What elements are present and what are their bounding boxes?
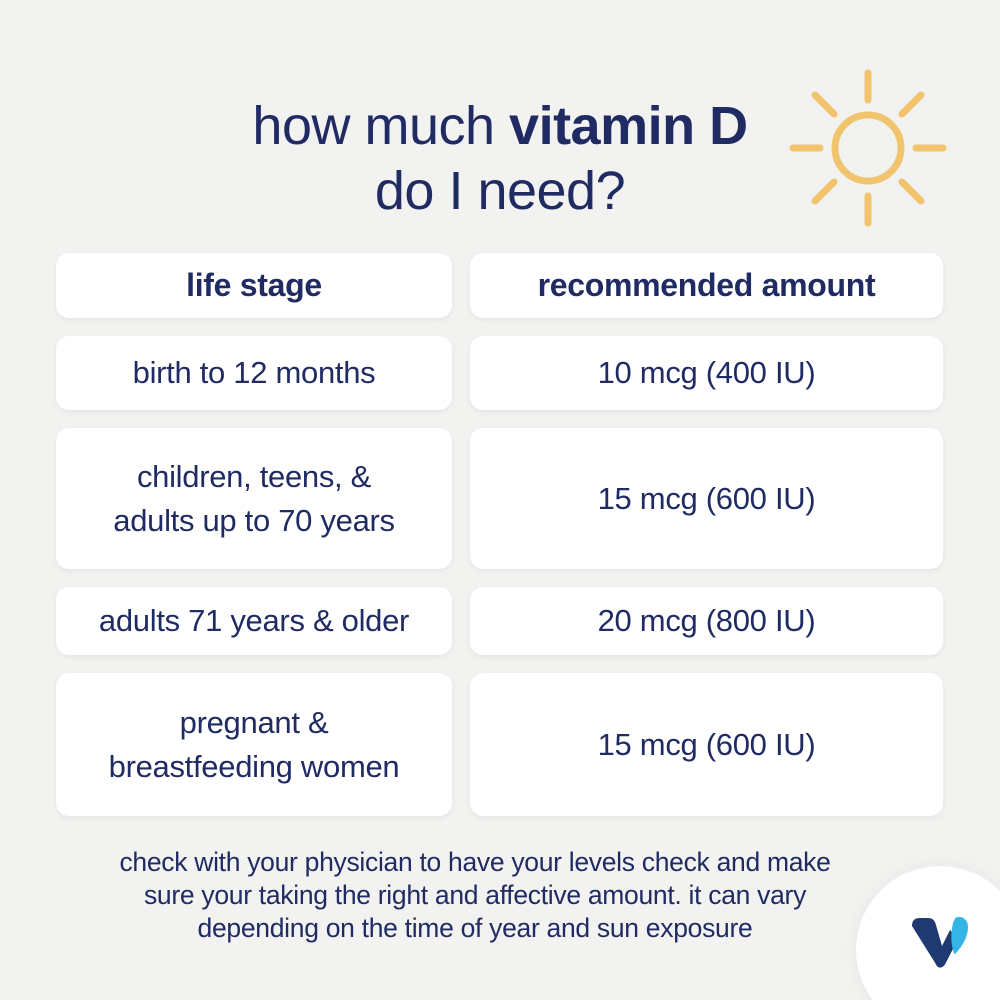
table-row-2-life-stage: adults 71 years & older — [56, 587, 452, 655]
stage-text: pregnant & — [179, 705, 329, 741]
table-row-1-life-stage: children, teens, & adults up to 70 years — [56, 428, 452, 569]
table-row-0-amount: 10 mcg (400 IU) — [470, 336, 943, 410]
dosage-table: life stage recommended amount birth to 1… — [56, 253, 943, 816]
logo-blue-leaf — [951, 916, 968, 955]
title-line-1: how much vitamin D — [0, 94, 1000, 159]
table-row-3-life-stage: pregnant & breastfeeding women — [56, 673, 452, 816]
stage-text: children, teens, & — [136, 459, 372, 495]
table-row-0-life-stage: birth to 12 months — [56, 336, 452, 410]
vitamin-shoppe-v-logo-icon — [912, 916, 968, 968]
sun-icon — [789, 69, 947, 227]
footer-note: check with your physician to have your l… — [70, 846, 880, 945]
stage-text: birth to 12 months — [132, 355, 376, 391]
column-header-life-stage: life stage — [56, 253, 452, 318]
title-regular-text: how much — [252, 96, 510, 156]
footer-line-1: check with your physician to have your l… — [119, 847, 831, 877]
stage-text: adults 71 years & older — [98, 603, 410, 639]
table-row-2-amount: 20 mcg (800 IU) — [470, 587, 943, 655]
page-title: how much vitamin D do I need? — [0, 94, 1000, 224]
title-line-2: do I need? — [374, 160, 626, 221]
logo-navy-stroke — [912, 918, 958, 968]
footer-line-3: depending on the time of year and sun ex… — [197, 912, 753, 943]
column-header-recommended-amount: recommended amount — [470, 253, 943, 318]
stage-text: adults up to 70 years — [113, 502, 395, 538]
table-row-1-amount: 15 mcg (600 IU) — [470, 428, 943, 569]
title-bold-text: vitamin D — [509, 96, 748, 156]
table-row-3-amount: 15 mcg (600 IU) — [470, 673, 943, 816]
footer-line-2: sure your taking the right and affective… — [143, 879, 807, 910]
stage-text: breastfeeding women — [108, 748, 400, 784]
